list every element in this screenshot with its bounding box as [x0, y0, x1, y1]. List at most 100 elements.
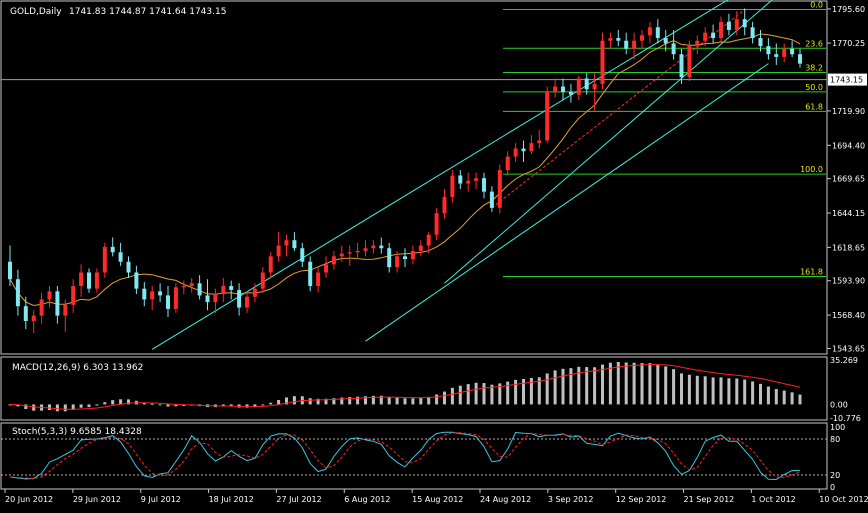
candle[interactable] [229, 280, 234, 300]
candle[interactable] [197, 275, 202, 300]
candle[interactable] [308, 256, 313, 292]
candle[interactable] [434, 207, 439, 241]
candle[interactable] [316, 267, 321, 293]
candle[interactable] [189, 277, 194, 293]
candle[interactable] [798, 48, 802, 68]
candle[interactable] [576, 75, 581, 101]
candle[interactable] [497, 164, 502, 214]
candle[interactable] [537, 129, 542, 149]
candle[interactable] [410, 245, 415, 265]
candle[interactable] [750, 21, 755, 44]
candle[interactable] [403, 248, 407, 268]
candle[interactable] [790, 40, 795, 57]
candle[interactable] [545, 86, 550, 144]
candle[interactable] [166, 285, 170, 317]
candle[interactable] [221, 277, 226, 303]
candle[interactable] [561, 78, 565, 101]
candle[interactable] [758, 29, 763, 52]
candle[interactable] [584, 73, 589, 95]
candle[interactable] [553, 78, 558, 98]
candle[interactable] [521, 140, 526, 163]
candle[interactable] [331, 250, 336, 270]
candle[interactable] [102, 242, 107, 278]
candle[interactable] [592, 73, 597, 111]
candle[interactable] [268, 252, 273, 278]
candle[interactable] [15, 269, 20, 316]
candle[interactable] [489, 186, 494, 212]
candle[interactable] [355, 242, 360, 260]
candle[interactable] [213, 288, 218, 313]
candle[interactable] [734, 11, 739, 36]
candle[interactable] [63, 299, 68, 332]
candle[interactable] [703, 27, 708, 47]
candle[interactable] [55, 285, 60, 324]
candle[interactable] [418, 240, 423, 257]
candle[interactable] [505, 151, 510, 176]
candle[interactable] [134, 265, 139, 295]
candle[interactable] [600, 32, 605, 90]
candle[interactable] [679, 48, 684, 84]
candle[interactable] [276, 232, 281, 262]
candle[interactable] [126, 256, 131, 278]
candle[interactable] [47, 285, 52, 308]
candle[interactable] [647, 21, 652, 44]
candle[interactable] [23, 296, 28, 330]
candle[interactable] [624, 32, 629, 55]
candle[interactable] [347, 245, 352, 266]
candle[interactable] [79, 264, 84, 297]
candle[interactable] [742, 8, 747, 36]
candle[interactable] [387, 242, 392, 273]
candle[interactable] [395, 250, 400, 273]
candle[interactable] [173, 283, 178, 313]
candle[interactable] [458, 170, 463, 189]
candle[interactable] [426, 232, 431, 254]
candle[interactable] [363, 240, 368, 257]
candle[interactable] [110, 237, 115, 257]
candle[interactable] [687, 40, 692, 82]
candle[interactable] [205, 279, 210, 311]
candle[interactable] [719, 16, 723, 44]
candle[interactable] [608, 32, 613, 49]
candle[interactable] [726, 13, 731, 36]
candle[interactable] [300, 242, 305, 268]
candle[interactable] [118, 242, 123, 266]
candle[interactable] [482, 172, 486, 199]
candle[interactable] [474, 172, 479, 189]
candle[interactable] [71, 279, 76, 313]
candle[interactable] [284, 234, 289, 257]
candle[interactable] [142, 281, 147, 307]
candle[interactable] [466, 172, 471, 192]
candle[interactable] [450, 170, 455, 203]
candle[interactable] [379, 237, 384, 254]
candle[interactable] [181, 280, 186, 295]
candle[interactable] [150, 285, 155, 311]
candle[interactable] [260, 267, 265, 293]
candle[interactable] [94, 268, 99, 293]
candle[interactable] [711, 24, 716, 44]
candle[interactable] [529, 135, 534, 154]
candle[interactable] [640, 29, 644, 49]
candle[interactable] [766, 38, 771, 60]
candle[interactable] [663, 29, 668, 52]
candle[interactable] [774, 43, 779, 65]
candle[interactable] [31, 310, 36, 334]
candle[interactable] [371, 240, 376, 254]
candle[interactable] [39, 292, 44, 324]
candle[interactable] [632, 32, 637, 60]
candle[interactable] [695, 35, 700, 55]
candle[interactable] [655, 19, 660, 44]
candle[interactable] [237, 283, 242, 316]
candle[interactable] [324, 256, 328, 278]
candle[interactable] [568, 83, 573, 103]
candle[interactable] [8, 245, 12, 286]
candle[interactable] [339, 245, 344, 262]
candle[interactable] [245, 291, 249, 313]
candle[interactable] [87, 268, 91, 293]
candle[interactable] [782, 43, 787, 63]
candle[interactable] [158, 283, 163, 303]
candle[interactable] [442, 188, 447, 219]
candle[interactable] [292, 232, 297, 251]
candle[interactable] [671, 29, 676, 60]
candle[interactable] [616, 29, 621, 47]
